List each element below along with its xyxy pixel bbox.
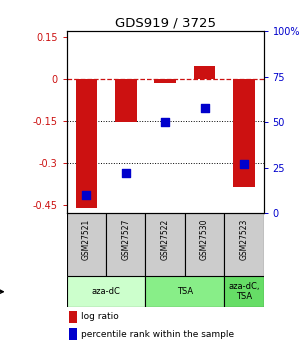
Text: GSM27523: GSM27523 <box>239 218 248 260</box>
Bar <box>224 276 264 307</box>
Bar <box>194 66 215 79</box>
Bar <box>224 213 264 276</box>
Text: TSA: TSA <box>177 287 193 296</box>
Bar <box>106 213 145 276</box>
Point <box>123 170 128 176</box>
Text: percentile rank within the sample: percentile rank within the sample <box>82 329 235 338</box>
Text: GSM27530: GSM27530 <box>200 218 209 260</box>
Bar <box>115 79 137 122</box>
Point <box>84 193 89 198</box>
Text: GSM27521: GSM27521 <box>82 218 91 260</box>
Bar <box>154 79 176 83</box>
Bar <box>67 213 106 276</box>
Bar <box>67 276 145 307</box>
Text: aza-dC,
TSA: aza-dC, TSA <box>228 282 260 301</box>
Bar <box>185 213 224 276</box>
Bar <box>145 276 224 307</box>
Bar <box>68 328 78 340</box>
Point <box>241 161 246 167</box>
Text: log ratio: log ratio <box>82 313 119 322</box>
Bar <box>68 311 78 323</box>
Text: aza-dC: aza-dC <box>92 287 121 296</box>
Text: GSM27522: GSM27522 <box>161 218 170 260</box>
Bar <box>75 79 97 208</box>
Title: GDS919 / 3725: GDS919 / 3725 <box>115 17 216 30</box>
Point <box>202 105 207 110</box>
Text: GSM27527: GSM27527 <box>121 218 130 260</box>
Bar <box>145 213 185 276</box>
Bar <box>233 79 255 187</box>
Point <box>163 119 168 125</box>
